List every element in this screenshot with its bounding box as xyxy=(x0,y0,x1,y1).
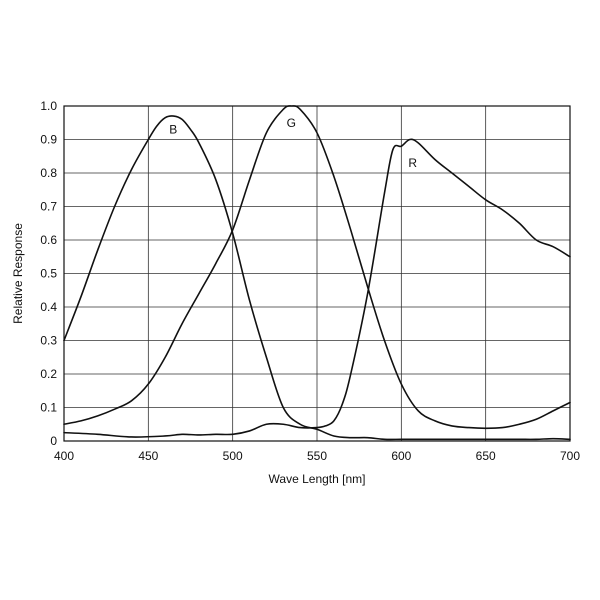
series-line-r xyxy=(63,138,571,438)
series-label-r: R xyxy=(408,156,417,170)
series-line-g xyxy=(63,105,571,430)
y-tick-label: 0.6 xyxy=(40,233,57,247)
grid xyxy=(64,106,570,441)
x-tick-label: 700 xyxy=(560,449,580,463)
y-tick-label: 0.4 xyxy=(40,300,57,314)
series-labels: B G R xyxy=(169,116,417,170)
plot-frame xyxy=(63,105,571,442)
x-axis-ticks: 400 450 500 550 600 650 700 xyxy=(54,449,580,463)
series-label-g: G xyxy=(287,116,296,130)
y-tick-label: 0.1 xyxy=(40,401,57,415)
series-line-b xyxy=(63,115,571,441)
x-tick-label: 500 xyxy=(223,449,243,463)
x-tick-label: 600 xyxy=(391,449,411,463)
x-tick-label: 550 xyxy=(307,449,327,463)
x-tick-label: 650 xyxy=(476,449,496,463)
series-layer xyxy=(63,105,571,441)
x-axis-title: Wave Length [nm] xyxy=(269,472,366,486)
y-axis-ticks: 0 0.1 0.2 0.3 0.4 0.5 0.6 0.7 0.8 0.9 1.0 xyxy=(40,99,57,448)
y-tick-label: 0.5 xyxy=(40,267,57,281)
y-tick-label: 0.7 xyxy=(40,200,57,214)
y-axis-title: Relative Response xyxy=(11,223,25,324)
y-tick-label: 0 xyxy=(50,434,57,448)
y-tick-label: 0.2 xyxy=(40,367,57,381)
y-tick-label: 0.3 xyxy=(40,334,57,348)
x-tick-label: 450 xyxy=(138,449,158,463)
series-label-b: B xyxy=(169,122,177,136)
x-tick-label: 400 xyxy=(54,449,74,463)
y-tick-label: 0.9 xyxy=(40,133,57,147)
y-tick-label: 0.8 xyxy=(40,166,57,180)
y-tick-label: 1.0 xyxy=(40,99,57,113)
